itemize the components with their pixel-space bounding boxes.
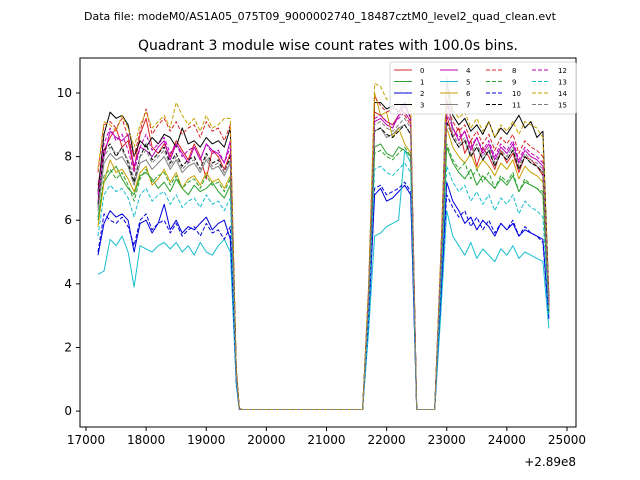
- x-tick-label: 18000: [127, 433, 165, 447]
- legend-label-3: 3: [420, 102, 424, 110]
- legend-label-13: 13: [558, 79, 567, 87]
- plot-frame: [79, 57, 577, 428]
- legend-label-4: 4: [466, 67, 471, 75]
- legend-label-2: 2: [420, 90, 424, 98]
- legend-label-6: 6: [466, 90, 471, 98]
- legend-label-15: 15: [558, 102, 567, 110]
- y-tick-label: 6: [64, 213, 72, 227]
- y-tick-label: 4: [64, 277, 72, 291]
- legend-label-7: 7: [466, 102, 470, 110]
- legend-label-10: 10: [512, 90, 521, 98]
- x-tick-label: 20000: [247, 433, 285, 447]
- x-tick-label: 25000: [548, 433, 586, 447]
- x-axis: 17000 18000 19000 20000 21000 22000 23000 24000…: [67, 427, 586, 447]
- x-tick-label: 24000: [488, 433, 526, 447]
- x-tick-label: 21000: [307, 433, 345, 447]
- legend-label-0: 0: [420, 67, 424, 75]
- legend-label-12: 12: [558, 67, 567, 75]
- x-tick-label: 22000: [368, 433, 406, 447]
- series-line-14: [97, 82, 550, 410]
- legend-label-14: 14: [558, 90, 567, 98]
- legend-frame: [389, 61, 577, 115]
- y-tick-label: 2: [64, 340, 72, 354]
- y-axis: 0 2 4 6 8 10: [57, 86, 80, 418]
- legend-label-8: 8: [512, 67, 516, 75]
- legend-label-9: 9: [512, 79, 516, 87]
- x-tick-label: 23000: [428, 433, 466, 447]
- y-tick-label: 8: [64, 150, 72, 164]
- series-line-15: [97, 117, 550, 410]
- chart-title: Quadrant 3 module wise count rates with …: [138, 38, 518, 54]
- y-tick-label: 10: [57, 86, 72, 100]
- series-lines: [97, 76, 550, 410]
- x-tick-label: 19000: [187, 433, 225, 447]
- x-offset-label: +2.89e8: [524, 455, 576, 469]
- data-file-suptitle: Data file: modeM0/AS1A05_075T09_90000027…: [84, 10, 557, 23]
- x-tick-label: 17000: [67, 433, 105, 447]
- legend-label-11: 11: [512, 102, 521, 110]
- y-tick-label: 0: [64, 404, 72, 418]
- legend-label-1: 1: [420, 79, 424, 87]
- legend-label-5: 5: [466, 79, 470, 87]
